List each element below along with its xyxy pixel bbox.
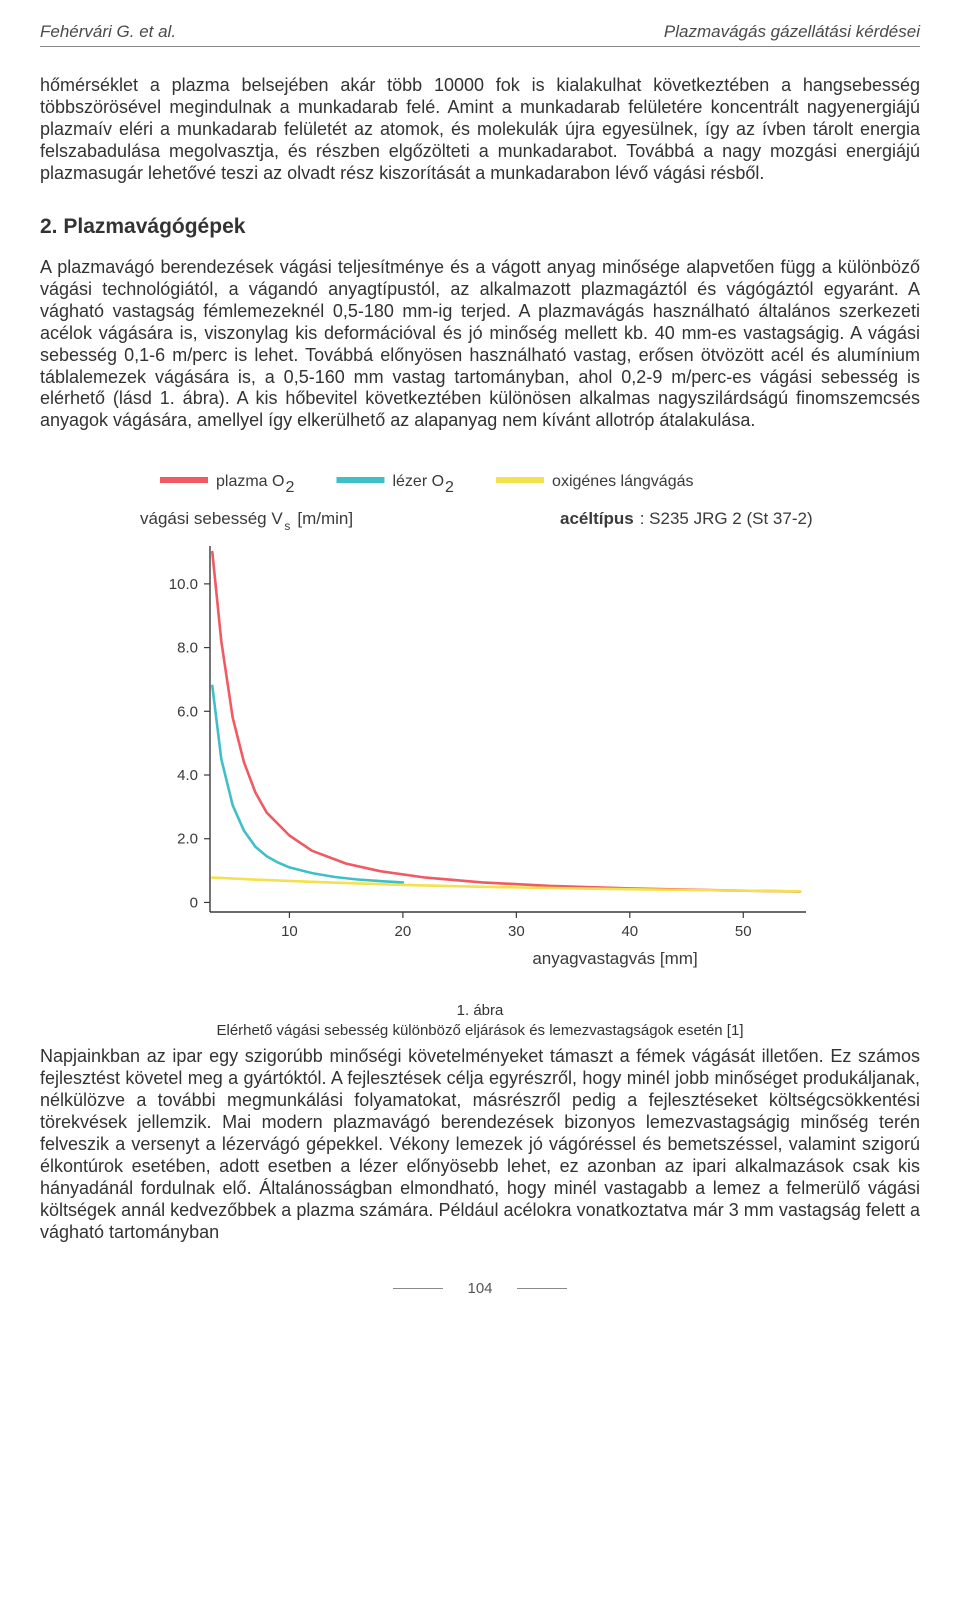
header-title: Plazmavágás gázellátási kérdései — [664, 22, 920, 42]
figure-caption: 1. ábra Elérhető vágási sebesség különbö… — [40, 1001, 920, 1040]
svg-text:acéltípus: acéltípus — [560, 509, 634, 528]
page-number: 104 — [453, 1280, 506, 1297]
svg-text:0: 0 — [190, 895, 198, 912]
svg-text:20: 20 — [395, 923, 412, 940]
svg-text:2.0: 2.0 — [177, 831, 198, 848]
figure-caption-number: 1. ábra — [457, 1002, 504, 1019]
svg-text:lézer O: lézer O — [392, 473, 444, 490]
svg-text:4.0: 4.0 — [177, 767, 198, 784]
svg-text:anyagvastagvás [mm]: anyagvastagvás [mm] — [532, 949, 697, 968]
svg-text:6.0: 6.0 — [177, 704, 198, 721]
svg-text:10: 10 — [281, 923, 298, 940]
svg-text:[m/min]: [m/min] — [297, 509, 353, 528]
svg-text:vágási sebesség V: vágási sebesség V — [140, 509, 283, 528]
svg-text:: S235 JRG 2 (St 37-2): : S235 JRG 2 (St 37-2) — [640, 509, 813, 528]
section-heading-2: 2. Plazmavágógépek — [40, 215, 920, 239]
svg-text:8.0: 8.0 — [177, 640, 198, 657]
paragraph-3: Napjainkban az ipar egy szigorúbb minősé… — [40, 1046, 920, 1244]
figure-caption-text: Elérhető vágási sebesség különböző eljár… — [217, 1022, 744, 1039]
paragraph-2: A plazmavágó berendezések vágási teljesí… — [40, 257, 920, 433]
svg-text:2: 2 — [285, 479, 294, 496]
svg-text:30: 30 — [508, 923, 525, 940]
cutting-speed-chart: plazma O2lézer O2oxigénes lángvágásvágás… — [100, 452, 860, 992]
paragraph-1: hőmérséklet a plazma belsejében akár töb… — [40, 75, 920, 185]
figure-1: plazma O2lézer O2oxigénes lángvágásvágás… — [40, 452, 920, 997]
svg-text:50: 50 — [735, 923, 752, 940]
page-header: Fehérvári G. et al. Plazmavágás gázellát… — [40, 0, 920, 47]
svg-text:oxigénes lángvágás: oxigénes lángvágás — [552, 473, 693, 490]
svg-text:2: 2 — [445, 479, 454, 496]
svg-text:s: s — [284, 519, 290, 533]
page-footer: 104 — [40, 1264, 920, 1317]
svg-text:10.0: 10.0 — [169, 576, 198, 593]
header-authors: Fehérvári G. et al. — [40, 22, 176, 42]
svg-text:plazma O: plazma O — [216, 473, 284, 490]
svg-text:40: 40 — [621, 923, 638, 940]
